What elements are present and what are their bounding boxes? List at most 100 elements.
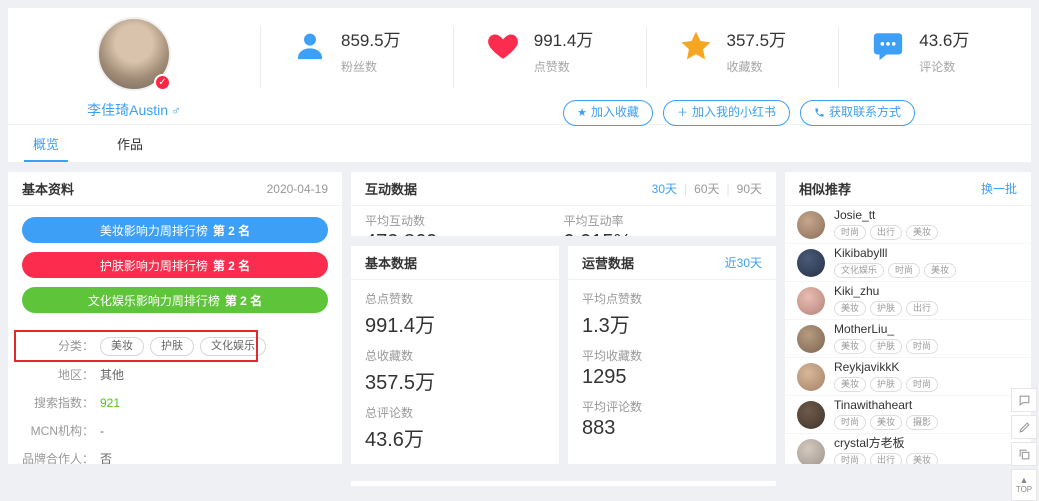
region-row: 地区： 其他	[22, 367, 328, 384]
user-avatar	[797, 286, 825, 315]
user-name: MotherLiu_	[834, 322, 895, 337]
brand-partner-row: 品牌合作人： 否	[22, 451, 328, 464]
operation-data-title: 运营数据	[582, 256, 635, 271]
range-60d[interactable]: 60天	[694, 182, 720, 196]
profile-header-card: ✓ 李佳琦Austin ♂ 859.5万 粉丝数 991.4万 点赞数	[8, 8, 1031, 162]
range-90d[interactable]: 90天	[736, 182, 762, 196]
user-tag: 护肤	[870, 301, 903, 316]
copy-layers-icon[interactable]	[1011, 442, 1037, 466]
category-label: 分类：	[57, 339, 94, 353]
middle-column: 互动数据 30天 | 60天 | 90天 平均互动数 472.869 平均互动率…	[351, 172, 776, 464]
metric-value: 357.5万	[365, 372, 436, 394]
ranking-entertainment-text: 文化娱乐影响力周排行榜	[87, 293, 220, 308]
profile-name-row: 李佳琦Austin ♂	[87, 100, 181, 120]
likes-value: 991.4万	[533, 31, 594, 50]
get-contact-button[interactable]: 获取联系方式	[799, 100, 915, 126]
ranking-beauty-rank: 第 2 名	[212, 223, 251, 238]
followers-value: 859.5万	[341, 31, 401, 50]
user-tag: 美妆	[834, 377, 867, 392]
similar-user-row[interactable]: Kikibabylll 文化娱乐 时尚 美妆	[785, 244, 1031, 282]
category-tag: 美妆	[100, 337, 144, 356]
edit-pen-icon[interactable]	[1011, 415, 1037, 439]
interaction-data-card: 互动数据 30天 | 60天 | 90天 平均互动数 472.869 平均互动率…	[351, 172, 776, 236]
user-tag: 时尚	[906, 377, 939, 392]
ranking-entertainment-rank: 第 2 名	[224, 293, 263, 308]
basic-data-metrics: 总点赞数 991.4万 总收藏数 357.5万 总评论数 43.6万	[351, 280, 559, 464]
similar-user-row[interactable]: crystal方老板 时尚 出行 美妆	[785, 434, 1031, 464]
tab-works-label: 作品	[117, 137, 144, 152]
back-to-top-button[interactable]: ▲ TOP	[1011, 469, 1037, 501]
ranking-skincare[interactable]: 护肤影响力周排行榜 第 2 名	[22, 252, 328, 278]
refresh-batch-link[interactable]: 换一批	[980, 182, 1017, 196]
category-row: 分类： 美妆 护肤 文化娱乐	[14, 330, 328, 362]
similar-user-row[interactable]: ReykjavikkK 美妆 护肤 时尚	[785, 358, 1031, 396]
metric-label: 平均评论数	[582, 400, 643, 414]
user-avatar	[797, 324, 825, 353]
stat-followers: 859.5万 粉丝数	[260, 26, 453, 88]
category-tag: 护肤	[150, 337, 194, 356]
avatar-image	[97, 17, 171, 91]
user-tag: 时尚	[834, 225, 867, 240]
basic-data-title: 基本数据	[365, 256, 418, 271]
operation-data-metrics: 平均点赞数 1.3万 平均收藏数 1295 平均评论数 883	[568, 280, 776, 452]
ranking-entertainment[interactable]: 文化娱乐影响力周排行榜 第 2 名	[22, 287, 328, 313]
user-tag: 出行	[906, 301, 939, 316]
user-tag: 出行	[870, 453, 903, 464]
floating-toolbar: ▲ TOP	[1011, 388, 1037, 501]
profile-name: 李佳琦Austin	[87, 102, 169, 118]
metric-label: 平均互动率	[563, 214, 624, 228]
avg-favorites: 平均收藏数 1295	[582, 347, 762, 389]
similar-user-list: Josie_tt 时尚 出行 美妆 Kikibabylll 文化娱乐 时尚 美妆	[785, 206, 1031, 464]
operation-data-card: 运营数据 近30天 平均点赞数 1.3万 平均收藏数 1295 平均评论数 88…	[568, 246, 776, 464]
mcn-row: MCN机构： -	[22, 423, 328, 440]
user-tags: 美妆 护肤 时尚	[834, 377, 939, 392]
similar-user-row[interactable]: Kiki_zhu 美妆 护肤 出行	[785, 282, 1031, 320]
favorites-value: 357.5万	[726, 31, 787, 50]
user-tag: 时尚	[834, 415, 867, 430]
back-to-top-label: TOP	[1015, 485, 1033, 494]
tab-overview[interactable]: 概览	[23, 125, 69, 162]
user-tags: 文化娱乐 时尚 美妆	[834, 263, 957, 278]
metric-value: 883	[582, 417, 616, 439]
feedback-chat-icon[interactable]	[1011, 388, 1037, 412]
add-favorite-button[interactable]: ★ 加入收藏	[563, 100, 653, 126]
similar-user-row[interactable]: Tinawithaheart 时尚 美妆 摄影	[785, 396, 1031, 434]
user-avatar	[797, 210, 825, 239]
likes-label: 点赞数	[533, 60, 570, 74]
user-tags: 美妆 护肤 出行	[834, 301, 939, 316]
user-name: Kiki_zhu	[834, 284, 880, 299]
info-rows: 分类： 美妆 护肤 文化娱乐 地区： 其他 搜索指数： 921 MCN机构： -	[8, 324, 342, 464]
similar-user-row[interactable]: Josie_tt 时尚 出行 美妆	[785, 206, 1031, 244]
user-tag: 出行	[870, 225, 903, 240]
user-avatar	[797, 438, 825, 464]
get-contact-label: 获取联系方式	[828, 105, 901, 119]
mcn-value: -	[100, 424, 104, 438]
ranking-skincare-rank: 第 2 名	[212, 258, 251, 273]
range-30d[interactable]: 30天	[651, 182, 678, 196]
user-tag: 护肤	[870, 339, 903, 354]
user-tag: 美妆	[834, 301, 867, 316]
user-avatar	[797, 362, 825, 391]
category-tag: 文化娱乐	[200, 337, 266, 356]
ranking-beauty[interactable]: 美妆影响力周排行榜 第 2 名	[22, 217, 328, 243]
tab-works[interactable]: 作品	[117, 125, 143, 162]
metric-value: 472.869	[365, 231, 564, 236]
phone-icon	[814, 107, 825, 118]
user-name: crystal方老板	[834, 436, 905, 451]
add-to-my-xiaohongshu-button[interactable]: ＋ 加入我的小红书	[662, 100, 790, 126]
user-tag: 文化娱乐	[834, 263, 885, 278]
plus-icon: ＋	[676, 106, 688, 119]
avg-interaction-rate: 平均互动率 0.015%	[564, 212, 763, 236]
avg-comments: 平均评论数 883	[582, 398, 762, 440]
operation-data-range: 近30天	[724, 256, 762, 270]
range-separator: |	[684, 181, 688, 196]
metric-label: 平均互动数	[365, 214, 426, 228]
add-favorite-label: 加入收藏	[590, 105, 639, 119]
add-to-my-xiaohongshu-label: 加入我的小红书	[691, 105, 776, 119]
similar-title: 相似推荐	[799, 182, 852, 197]
comments-value: 43.6万	[919, 31, 970, 50]
user-tag: 护肤	[870, 377, 903, 392]
metric-label: 总收藏数	[365, 349, 414, 363]
stat-likes: 991.4万 点赞数	[452, 26, 646, 88]
similar-user-row[interactable]: MotherLiu_ 美妆 护肤 时尚	[785, 320, 1031, 358]
